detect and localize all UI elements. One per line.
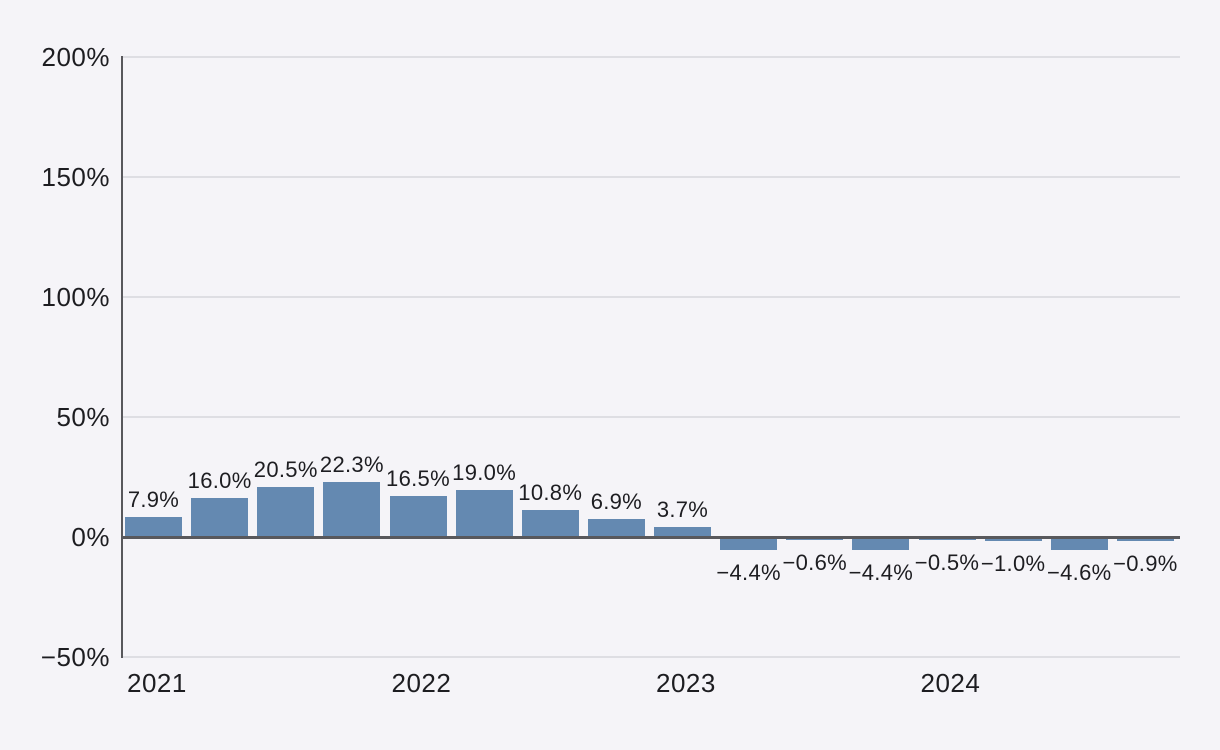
y-tick-label: 200% [41,42,110,72]
bar-value-label: 7.9% [127,487,180,513]
y-axis-line [121,56,123,658]
bar-value-label: −4.6% [1047,560,1112,586]
y-tick-label: −50% [40,642,110,672]
gridline [122,656,1180,658]
bar-value-label: −4.4% [848,559,914,585]
bar-value-label: −1.0% [980,551,1046,577]
x-tick-label: 2021 [127,668,187,698]
y-tick-label: 50% [56,402,110,432]
bar-value-label: −4.4% [716,559,781,585]
x-tick-label: 2024 [920,668,981,698]
gridline [122,176,1180,178]
y-tick-label: 0% [71,522,110,552]
gridline [122,416,1180,418]
bar-value-label: 10.8% [518,480,583,506]
zero-axis-line [122,536,1180,539]
bar-value-label: 16.5% [386,466,450,492]
bar-value-label: 20.5% [253,456,318,482]
bar [918,539,976,541]
bar [125,517,182,536]
bar [786,539,844,541]
bar-value-label: 16.0% [187,467,252,493]
bar-value-label: −0.5% [914,550,980,576]
gridline [122,56,1180,58]
bar-value-label: −0.6% [782,550,847,576]
bar [191,497,249,536]
bar [257,486,315,536]
x-tick-label: 2023 [656,668,716,698]
bar-value-label: −0.9% [1113,551,1178,577]
bar [852,539,910,550]
bar [521,510,579,536]
bar-value-label: 6.9% [590,489,643,515]
bar [455,490,513,536]
bar [389,496,447,536]
bar [654,527,711,536]
y-tick-label: 100% [41,282,110,312]
x-tick-label: 2022 [391,668,452,698]
bar [720,539,778,550]
bar [1050,539,1108,551]
bar [587,519,645,536]
gridline [122,296,1180,298]
bar [323,482,381,536]
bar-value-label: 19.0% [452,460,517,486]
y-tick-label: 150% [41,162,110,192]
bar [984,539,1042,542]
bar-value-label: 3.7% [656,497,709,523]
bar [1116,539,1174,542]
bar-value-label: 22.3% [319,452,384,478]
